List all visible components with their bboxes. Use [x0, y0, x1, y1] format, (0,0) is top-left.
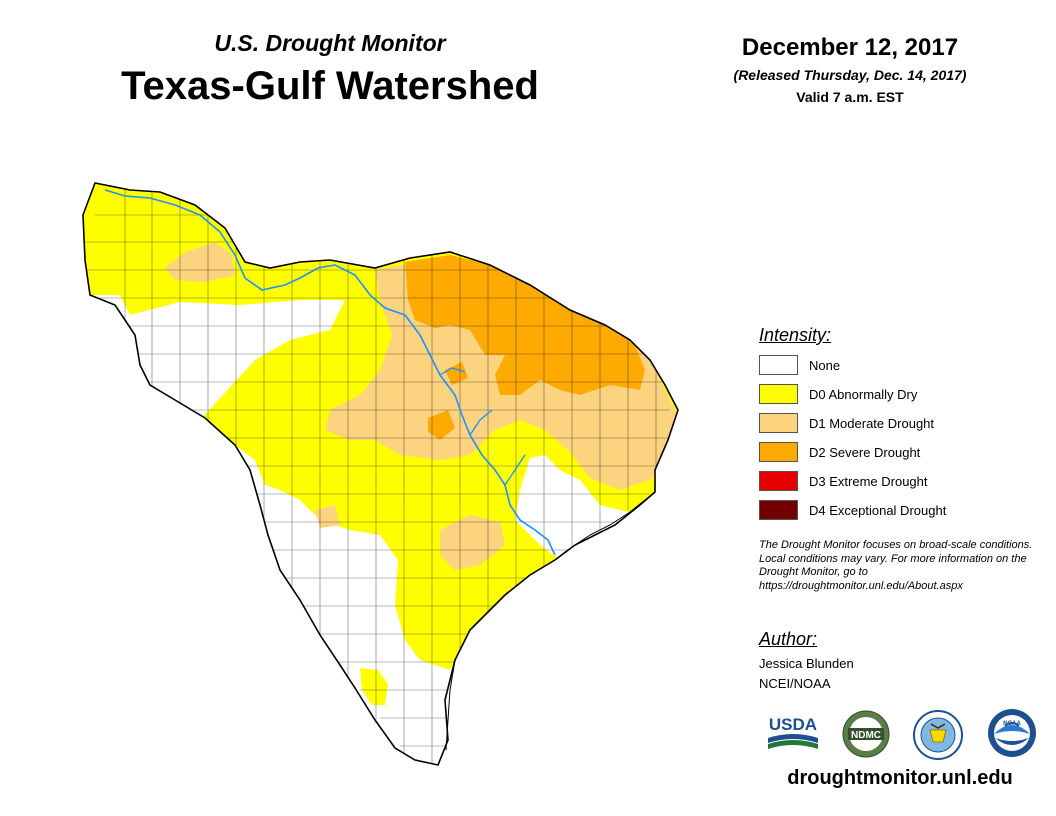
usda-logo-text: USDA — [769, 715, 817, 734]
legend-label-d2: D2 Severe Drought — [809, 445, 921, 460]
legend-swatch-d3 — [759, 471, 798, 491]
usda-logo[interactable]: USDA — [766, 712, 820, 752]
watershed-boundary — [82, 182, 679, 766]
legend-item-d3: D3 Extreme Drought — [759, 471, 946, 500]
map-title: Texas-Gulf Watershed — [121, 64, 539, 108]
legend-swatch-d2 — [759, 442, 798, 462]
legend-label-none: None — [809, 358, 841, 373]
noaa-logo[interactable]: NOAA — [987, 708, 1037, 758]
legend-label-d0: D0 Abnormally Dry — [809, 387, 918, 402]
author-org: NCEI/NOAA — [759, 676, 831, 691]
author-heading: Author: — [759, 629, 818, 649]
legend-item-none: None — [759, 355, 946, 384]
d2-region-main — [405, 255, 645, 395]
legend-swatch-d4 — [759, 500, 798, 520]
d2-region-spot-2 — [428, 410, 455, 440]
footer-link[interactable]: droughtmonitor.unl.edu — [787, 767, 1013, 789]
map-subtitle: U.S. Drought Monitor — [214, 30, 446, 56]
legend-item-d2: D2 Severe Drought — [759, 442, 946, 471]
noaa-logo-text: NOAA — [1003, 721, 1021, 727]
d1-region-south — [440, 515, 505, 570]
coastline — [445, 491, 656, 751]
legend-swatch-d1 — [759, 413, 798, 433]
legend-label-d4: D4 Exceptional Drought — [809, 503, 947, 518]
ndmc-logo-text: NDMC — [851, 730, 881, 741]
map-date: December 12, 2017 — [741, 34, 959, 61]
legend: None D0 Abnormally Dry D1 Moderate Droug… — [759, 355, 946, 529]
river-sabine — [404, 314, 556, 556]
disclaimer-note: The Drought Monitor focuses on broad-sca… — [759, 539, 1033, 592]
river-trinity — [439, 367, 526, 486]
d1-region-northwest — [165, 242, 235, 282]
legend-label-d1: D1 Moderate Drought — [809, 416, 935, 431]
valid-time: Valid 7 a.m. EST — [796, 89, 904, 105]
legend-item-d4: D4 Exceptional Drought — [759, 500, 946, 529]
legend-item-d0: D0 Abnormally Dry — [759, 384, 946, 413]
d2-region-spot-1 — [445, 362, 468, 385]
legend-swatch-d0 — [759, 384, 798, 404]
ndmc-logo[interactable]: NDMC — [842, 710, 890, 758]
legend-swatch-none — [759, 355, 798, 375]
d0-region-south — [360, 668, 388, 705]
author-name: Jessica Blunden — [759, 656, 854, 671]
commerce-seal-logo[interactable] — [913, 710, 963, 760]
legend-item-d1: D1 Moderate Drought — [759, 413, 946, 442]
legend-heading: Intensity: — [759, 325, 832, 345]
release-date: (Released Thursday, Dec. 14, 2017) — [733, 67, 967, 83]
legend-label-d3: D3 Extreme Drought — [809, 474, 928, 489]
river-red — [104, 189, 406, 316]
